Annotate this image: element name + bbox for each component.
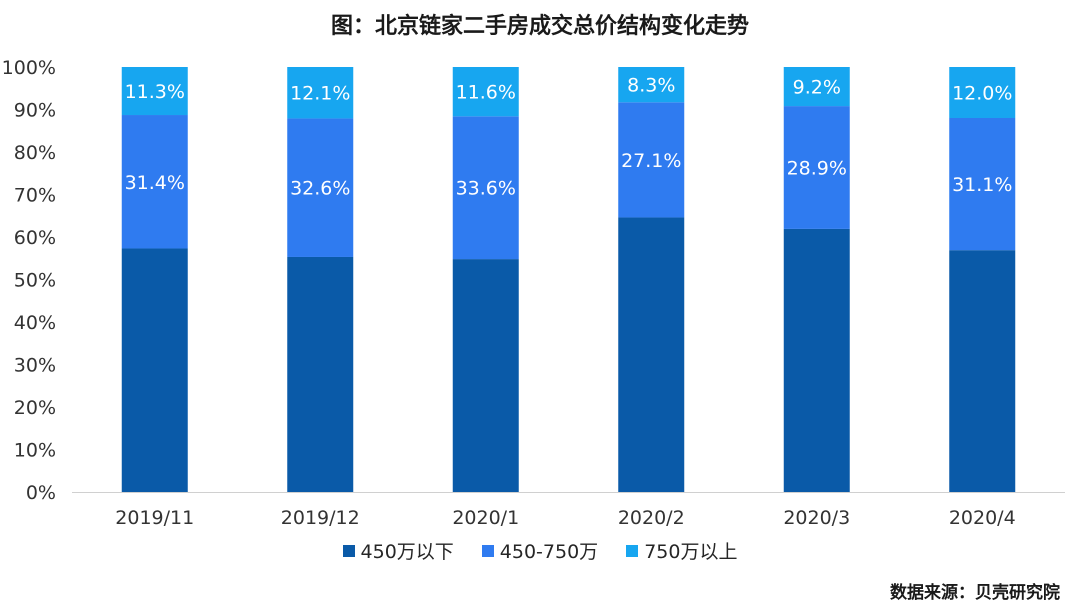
bar-segment-2020/4-450-750万 bbox=[949, 118, 1016, 251]
data-label: 12.1% bbox=[290, 83, 350, 105]
y-tick-label: 70% bbox=[14, 185, 56, 207]
y-tick-label: 100% bbox=[2, 57, 56, 79]
bar-segment-2020/1-450-750万 bbox=[452, 116, 519, 260]
bar-segment-2020/3-450-750万 bbox=[783, 106, 850, 229]
x-tick-label: 2019/11 bbox=[115, 507, 194, 529]
legend-label: 450-750万 bbox=[499, 541, 599, 563]
x-tick-label: 2020/4 bbox=[949, 507, 1016, 529]
y-tick-label: 30% bbox=[14, 355, 56, 377]
legend-item-over-750: 750万以上 bbox=[626, 537, 737, 564]
legend-swatch bbox=[342, 544, 355, 557]
x-tick-label: 2020/2 bbox=[618, 507, 685, 529]
legend-item-under-450: 450万以下 bbox=[342, 537, 454, 564]
bar-segment-2020/4-750万以上 bbox=[949, 67, 1016, 118]
data-label: 9.2% bbox=[793, 77, 841, 99]
data-label: 11.6% bbox=[456, 82, 516, 104]
y-tick-label: 60% bbox=[14, 227, 56, 249]
bar-segment-2019/12-450万以下 bbox=[287, 256, 354, 492]
x-tick-label: 2020/1 bbox=[452, 507, 519, 529]
legend: 450万以下 450-750万 750万以上 bbox=[0, 537, 1080, 564]
bar-segment-2020/1-750万以上 bbox=[452, 67, 519, 117]
y-tick-label: 80% bbox=[14, 142, 56, 164]
data-label: 32.6% bbox=[290, 178, 350, 200]
x-tick-label: 2019/12 bbox=[281, 507, 360, 529]
x-tick-label: 2020/3 bbox=[783, 507, 850, 529]
data-label: 12.0% bbox=[952, 83, 1012, 105]
bar-segment-2020/2-450-750万 bbox=[618, 102, 685, 218]
bar-segment-2019/12-450-750万 bbox=[287, 118, 354, 257]
bar-segment-2020/1-450万以下 bbox=[452, 259, 519, 492]
legend-item-450-750: 450-750万 bbox=[481, 537, 599, 564]
data-label: 27.1% bbox=[621, 150, 681, 172]
legend-label: 750万以上 bbox=[644, 541, 738, 563]
bar-segment-2020/3-450万以下 bbox=[783, 228, 850, 493]
chart-title: 图：北京链家二手房成交总价结构变化走势 bbox=[330, 14, 749, 39]
bar-segment-2020/2-750万以上 bbox=[618, 67, 685, 103]
data-label: 8.3% bbox=[627, 75, 675, 97]
bar-segment-2019/11-450-750万 bbox=[121, 115, 188, 249]
y-tick-label: 50% bbox=[14, 270, 56, 292]
bar-segment-2019/11-450万以下 bbox=[121, 248, 188, 492]
bar-segment-2020/3-750万以上 bbox=[783, 67, 850, 107]
bar-segment-2019/11-750万以上 bbox=[121, 67, 188, 116]
y-tick-label: 40% bbox=[14, 312, 56, 334]
bar-segment-2020/4-450万以下 bbox=[949, 250, 1016, 492]
bar-segment-2020/2-450万以下 bbox=[618, 217, 685, 492]
y-tick-label: 20% bbox=[14, 397, 56, 419]
data-label: 11.3% bbox=[125, 81, 185, 103]
bar-segment-2019/12-750万以上 bbox=[287, 67, 354, 119]
y-tick-label: 90% bbox=[14, 100, 56, 122]
y-tick-label: 0% bbox=[26, 482, 56, 504]
legend-swatch bbox=[626, 544, 639, 557]
data-label: 31.4% bbox=[125, 172, 185, 194]
data-label: 28.9% bbox=[787, 158, 847, 180]
data-label: 33.6% bbox=[456, 178, 516, 200]
legend-label: 450万以下 bbox=[360, 541, 454, 563]
legend-swatch bbox=[481, 544, 494, 557]
data-label: 31.1% bbox=[952, 174, 1012, 196]
y-tick-label: 10% bbox=[14, 440, 56, 462]
data-source-note: 数据来源：贝壳研究院 bbox=[890, 583, 1060, 603]
